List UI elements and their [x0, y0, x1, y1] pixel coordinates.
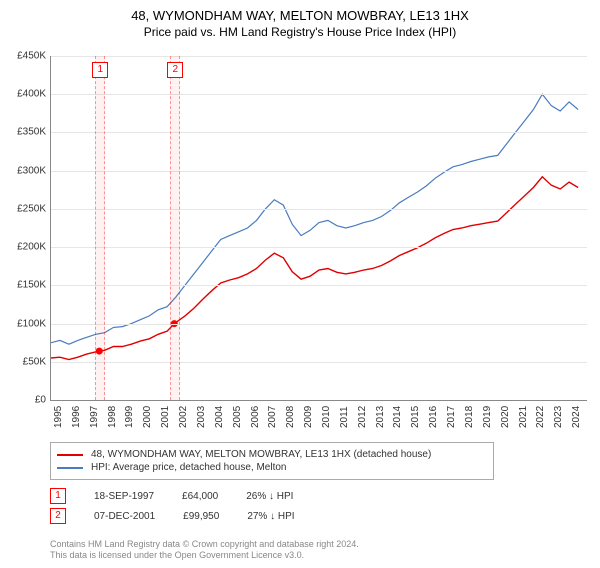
chart-subtitle: Price paid vs. HM Land Registry's House … [0, 25, 600, 39]
sale-date: 07-DEC-2001 [94, 511, 155, 522]
x-tick-label: 2003 [196, 406, 207, 428]
chart-legend: 48, WYMONDHAM WAY, MELTON MOWBRAY, LE13 … [50, 442, 494, 480]
sale-band-marker: 1 [92, 62, 108, 78]
footer-line: This data is licensed under the Open Gov… [50, 550, 359, 562]
x-tick-label: 2021 [518, 406, 529, 428]
x-tick-label: 2011 [339, 406, 350, 428]
y-tick-label: £50K [2, 356, 46, 367]
x-tick-label: 2002 [178, 406, 189, 428]
chart-title: 48, WYMONDHAM WAY, MELTON MOWBRAY, LE13 … [0, 8, 600, 23]
sale-delta: 26% ↓ HPI [246, 491, 293, 502]
sale-price: £64,000 [182, 491, 218, 502]
y-tick-label: £250K [2, 203, 46, 214]
sale-band-marker: 2 [167, 62, 183, 78]
x-tick-label: 2010 [321, 406, 332, 428]
sale-marker-icon: 2 [50, 508, 66, 524]
x-tick-label: 1997 [89, 406, 100, 428]
chart-svg [51, 56, 587, 400]
x-tick-label: 2005 [232, 406, 243, 428]
x-tick-label: 2007 [267, 406, 278, 428]
y-tick-label: £350K [2, 127, 46, 138]
x-tick-label: 1996 [71, 406, 82, 428]
sale-price: £99,950 [183, 511, 219, 522]
x-tick-label: 2024 [571, 406, 582, 428]
y-tick-label: £0 [2, 395, 46, 406]
legend-item: HPI: Average price, detached house, Melt… [57, 462, 487, 473]
x-tick-label: 2006 [250, 406, 261, 428]
sale-date: 18-SEP-1997 [94, 491, 154, 502]
x-tick-label: 2013 [375, 406, 386, 428]
y-tick-label: £400K [2, 89, 46, 100]
x-tick-label: 2016 [428, 406, 439, 428]
x-tick-label: 2023 [553, 406, 564, 428]
sale-band [170, 56, 180, 400]
x-tick-label: 2009 [303, 406, 314, 428]
x-tick-label: 2000 [142, 406, 153, 428]
legend-swatch [57, 454, 83, 456]
sale-marker-icon: 1 [50, 488, 66, 504]
x-tick-label: 2022 [535, 406, 546, 428]
legend-item: 48, WYMONDHAM WAY, MELTON MOWBRAY, LE13 … [57, 449, 487, 460]
y-tick-label: £150K [2, 280, 46, 291]
legend-label: HPI: Average price, detached house, Melt… [91, 462, 287, 473]
legend-swatch [57, 467, 83, 469]
x-tick-label: 1995 [53, 406, 64, 428]
x-tick-label: 2018 [464, 406, 475, 428]
x-tick-label: 2014 [392, 406, 403, 428]
x-tick-label: 2001 [160, 406, 171, 428]
legend-label: 48, WYMONDHAM WAY, MELTON MOWBRAY, LE13 … [91, 449, 431, 460]
x-tick-label: 2017 [446, 406, 457, 428]
chart-footer: Contains HM Land Registry data © Crown c… [50, 539, 359, 562]
x-tick-label: 2019 [482, 406, 493, 428]
chart-plot-area: 12 [50, 56, 587, 401]
y-tick-label: £200K [2, 242, 46, 253]
x-tick-label: 2015 [410, 406, 421, 428]
x-tick-label: 1998 [107, 406, 118, 428]
x-tick-label: 2020 [500, 406, 511, 428]
x-tick-label: 2012 [357, 406, 368, 428]
x-tick-label: 2004 [214, 406, 225, 428]
sale-row: 1 18-SEP-1997 £64,000 26% ↓ HPI [50, 488, 293, 504]
y-tick-label: £450K [2, 51, 46, 62]
y-tick-label: £300K [2, 165, 46, 176]
y-tick-label: £100K [2, 318, 46, 329]
sale-row: 2 07-DEC-2001 £99,950 27% ↓ HPI [50, 508, 295, 524]
footer-line: Contains HM Land Registry data © Crown c… [50, 539, 359, 551]
x-tick-label: 1999 [124, 406, 135, 428]
sale-band [95, 56, 105, 400]
series-line [51, 177, 578, 360]
x-tick-label: 2008 [285, 406, 296, 428]
sale-delta: 27% ↓ HPI [247, 511, 294, 522]
